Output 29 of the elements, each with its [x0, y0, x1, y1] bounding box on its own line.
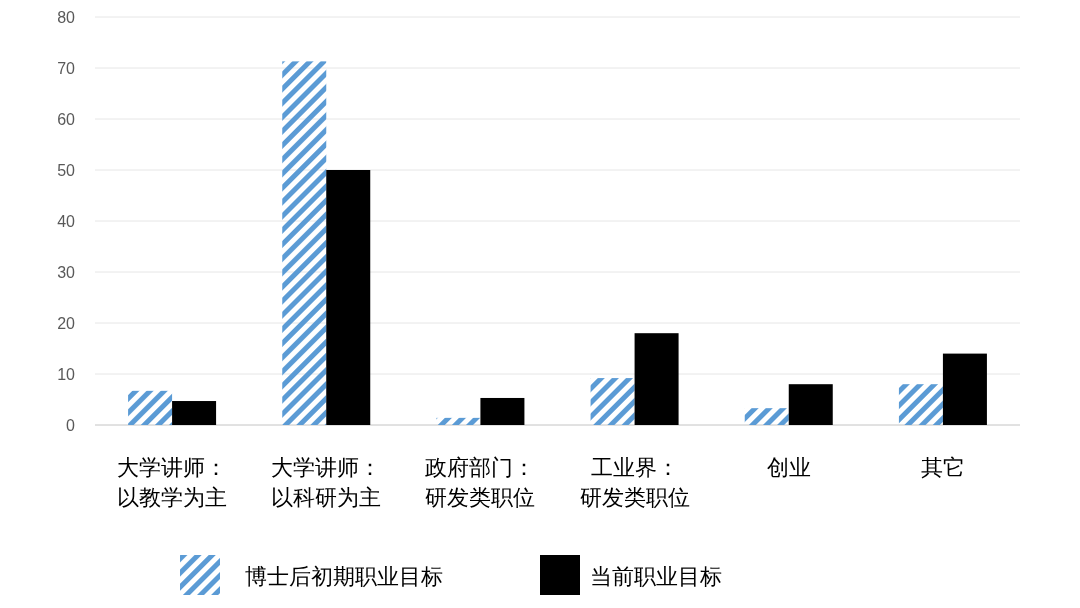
bar — [898, 384, 943, 425]
x-tick-label: 其它 — [920, 455, 965, 480]
y-tick-label: 70 — [57, 60, 76, 77]
bar — [942, 353, 987, 425]
bar — [172, 401, 217, 425]
x-tick-label: 创业 — [766, 455, 811, 480]
bar — [326, 170, 371, 425]
bar — [590, 378, 635, 425]
bar — [744, 408, 789, 425]
y-tick-label: 40 — [57, 213, 76, 230]
y-tick-label: 30 — [57, 264, 76, 281]
y-tick-label: 0 — [66, 417, 76, 434]
bar — [634, 333, 679, 425]
bar — [436, 417, 481, 425]
bar — [282, 61, 327, 425]
y-tick-label: 60 — [57, 111, 76, 128]
legend-label: 博士后初期职业目标 — [245, 564, 443, 589]
x-tick-label: 大学讲师：以教学为主 — [117, 455, 228, 510]
bar — [480, 397, 525, 425]
x-tick-label: 大学讲师：以科研为主 — [271, 455, 382, 510]
y-tick-label: 20 — [57, 315, 76, 332]
x-tick-label: 工业界：研发类职位 — [579, 455, 690, 510]
x-tick-label: 政府部门：研发类职位 — [425, 455, 536, 510]
bar — [128, 390, 173, 425]
bar — [788, 384, 833, 425]
y-tick-label: 10 — [57, 366, 76, 383]
y-tick-label: 50 — [57, 162, 76, 179]
legend-label: 当前职业目标 — [590, 564, 722, 589]
y-tick-label: 80 — [57, 9, 76, 26]
